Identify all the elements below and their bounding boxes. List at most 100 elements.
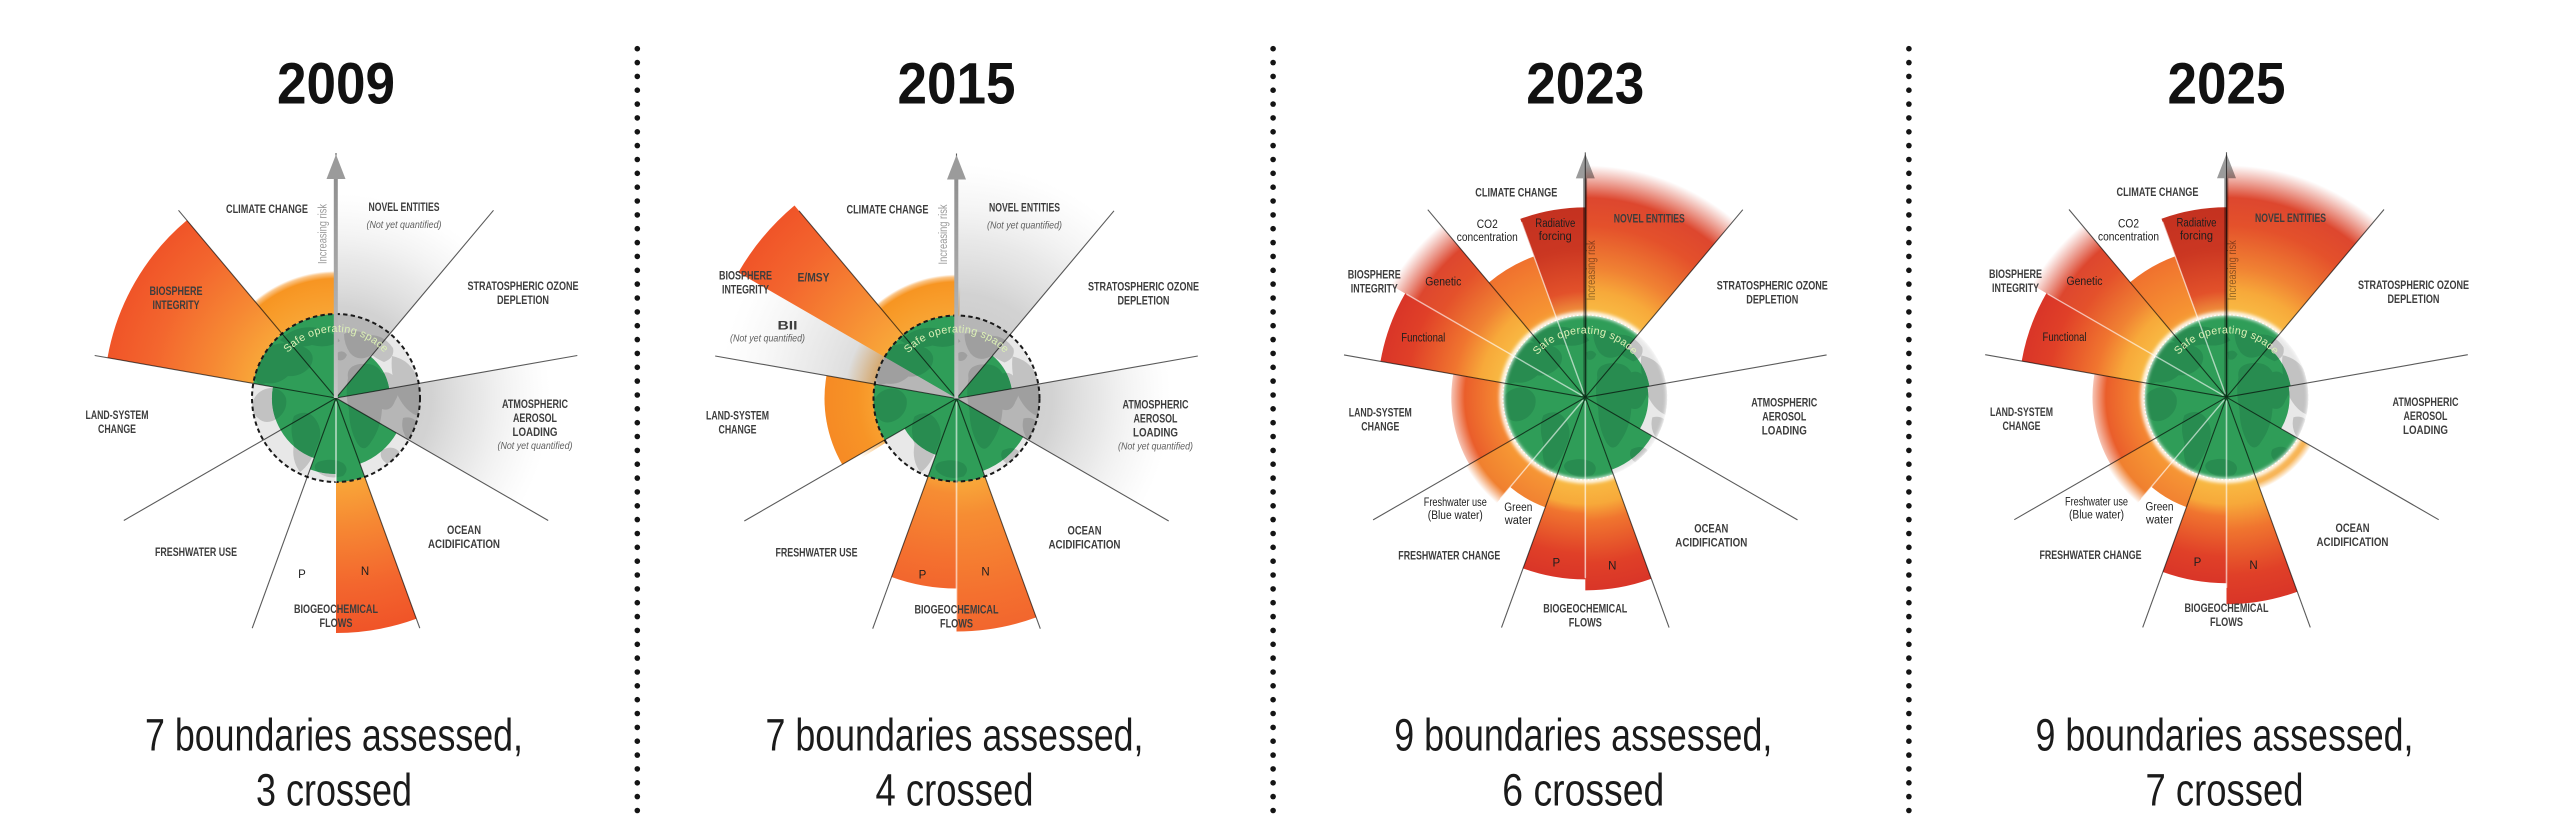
svg-text:CLIMATE CHANGE: CLIMATE CHANGE bbox=[847, 205, 929, 217]
svg-text:N: N bbox=[981, 567, 989, 579]
svg-text:Freshwater use: Freshwater use bbox=[2065, 497, 2128, 509]
svg-text:Increasing risk: Increasing risk bbox=[318, 204, 330, 264]
svg-text:P: P bbox=[919, 570, 927, 582]
svg-text:INTEGRITY: INTEGRITY bbox=[153, 300, 200, 312]
svg-text:CHANGE: CHANGE bbox=[2003, 421, 2041, 433]
svg-text:2023: 2023 bbox=[1526, 52, 1644, 117]
svg-text:forcing: forcing bbox=[1539, 231, 1572, 243]
svg-text:E/MSY: E/MSY bbox=[798, 273, 830, 285]
svg-text:(Blue water): (Blue water) bbox=[1428, 510, 1483, 522]
svg-text:BIOGEOCHEMICAL: BIOGEOCHEMICAL bbox=[1543, 603, 1627, 615]
svg-text:Genetic: Genetic bbox=[2067, 276, 2103, 288]
svg-text:Functional: Functional bbox=[2043, 332, 2087, 344]
svg-text:LOADING: LOADING bbox=[1762, 425, 1807, 437]
svg-text:2015: 2015 bbox=[898, 52, 1016, 117]
svg-text:ACIDIFICATION: ACIDIFICATION bbox=[428, 539, 500, 551]
svg-text:7 boundaries assessed,: 7 boundaries assessed, bbox=[766, 710, 1144, 761]
svg-text:LAND-SYSTEM: LAND-SYSTEM bbox=[1349, 407, 1412, 419]
svg-text:7 boundaries assessed,: 7 boundaries assessed, bbox=[145, 710, 523, 761]
svg-text:ACIDIFICATION: ACIDIFICATION bbox=[1675, 537, 1747, 549]
svg-text:Freshwater use: Freshwater use bbox=[1424, 497, 1487, 509]
svg-text:P: P bbox=[2194, 557, 2202, 569]
svg-text:CO2: CO2 bbox=[1477, 219, 1498, 231]
svg-text:ATMOSPHERIC: ATMOSPHERIC bbox=[502, 399, 568, 411]
svg-text:STRATOSPHERIC OZONE: STRATOSPHERIC OZONE bbox=[468, 281, 579, 293]
svg-text:water: water bbox=[2145, 515, 2173, 527]
svg-text:OCEAN: OCEAN bbox=[1068, 526, 1102, 538]
svg-text:ACIDIFICATION: ACIDIFICATION bbox=[2317, 537, 2389, 549]
svg-text:LOADING: LOADING bbox=[2403, 425, 2448, 437]
svg-text:P: P bbox=[298, 569, 306, 581]
svg-text:concentration: concentration bbox=[1457, 232, 1518, 244]
svg-text:FLOWS: FLOWS bbox=[2210, 617, 2243, 629]
svg-text:FRESHWATER CHANGE: FRESHWATER CHANGE bbox=[2040, 550, 2142, 562]
svg-text:2009: 2009 bbox=[277, 52, 395, 117]
svg-text:Genetic: Genetic bbox=[1425, 276, 1461, 288]
svg-text:FLOWS: FLOWS bbox=[1569, 617, 1602, 629]
svg-text:FRESHWATER USE: FRESHWATER USE bbox=[776, 548, 858, 560]
svg-text:3 crossed: 3 crossed bbox=[256, 765, 412, 816]
svg-text:CLIMATE CHANGE: CLIMATE CHANGE bbox=[1475, 187, 1557, 199]
svg-text:(Not yet quantified): (Not yet quantified) bbox=[1118, 441, 1193, 453]
svg-text:AEROSOL: AEROSOL bbox=[513, 413, 557, 425]
svg-text:4 crossed: 4 crossed bbox=[876, 765, 1034, 816]
svg-text:ATMOSPHERIC: ATMOSPHERIC bbox=[2393, 397, 2459, 409]
svg-text:(Not yet quantified): (Not yet quantified) bbox=[730, 333, 805, 345]
svg-text:OCEAN: OCEAN bbox=[2336, 523, 2370, 535]
svg-text:7 crossed: 7 crossed bbox=[2146, 765, 2304, 816]
svg-text:concentration: concentration bbox=[2098, 232, 2159, 244]
svg-text:AEROSOL: AEROSOL bbox=[1762, 411, 1806, 423]
svg-text:Increasing risk: Increasing risk bbox=[2227, 240, 2239, 300]
svg-text:BIOSPHERE: BIOSPHERE bbox=[1989, 269, 2042, 281]
svg-text:Radiative: Radiative bbox=[1535, 218, 1575, 230]
svg-text:INTEGRITY: INTEGRITY bbox=[1351, 283, 1398, 295]
svg-text:water: water bbox=[1504, 515, 1532, 527]
svg-text:FLOWS: FLOWS bbox=[940, 619, 973, 631]
svg-text:LAND-SYSTEM: LAND-SYSTEM bbox=[86, 410, 149, 422]
svg-text:(Not yet quantified): (Not yet quantified) bbox=[987, 220, 1062, 232]
svg-text:DEPLETION: DEPLETION bbox=[497, 295, 549, 307]
svg-text:CLIMATE CHANGE: CLIMATE CHANGE bbox=[226, 204, 308, 216]
svg-text:(Not yet quantified): (Not yet quantified) bbox=[498, 440, 573, 452]
svg-text:BIOSPHERE: BIOSPHERE bbox=[719, 271, 772, 283]
svg-text:CO2: CO2 bbox=[2118, 219, 2139, 231]
svg-text:Increasing risk: Increasing risk bbox=[938, 204, 950, 264]
svg-text:BIOSPHERE: BIOSPHERE bbox=[1348, 269, 1401, 281]
svg-text:CHANGE: CHANGE bbox=[719, 425, 757, 437]
svg-text:Radiative: Radiative bbox=[2177, 218, 2217, 230]
svg-text:NOVEL ENTITIES: NOVEL ENTITIES bbox=[369, 202, 440, 214]
svg-text:DEPLETION: DEPLETION bbox=[1118, 296, 1170, 308]
svg-text:NOVEL ENTITIES: NOVEL ENTITIES bbox=[989, 203, 1060, 215]
svg-text:N: N bbox=[1608, 560, 1616, 572]
svg-text:NOVEL ENTITIES: NOVEL ENTITIES bbox=[2255, 213, 2326, 225]
svg-text:LOADING: LOADING bbox=[1133, 428, 1178, 440]
svg-text:2025: 2025 bbox=[2168, 52, 2286, 117]
svg-text:BIOGEOCHEMICAL: BIOGEOCHEMICAL bbox=[2185, 603, 2269, 615]
svg-text:DEPLETION: DEPLETION bbox=[2388, 294, 2440, 306]
svg-text:Increasing risk: Increasing risk bbox=[1586, 240, 1598, 300]
svg-text:Functional: Functional bbox=[1401, 332, 1445, 344]
svg-text:AEROSOL: AEROSOL bbox=[1134, 414, 1178, 426]
svg-text:CLIMATE CHANGE: CLIMATE CHANGE bbox=[2117, 187, 2199, 199]
svg-text:FRESHWATER CHANGE: FRESHWATER CHANGE bbox=[1398, 550, 1500, 562]
svg-text:STRATOSPHERIC OZONE: STRATOSPHERIC OZONE bbox=[1717, 280, 1828, 292]
svg-text:6 crossed: 6 crossed bbox=[1502, 765, 1664, 816]
svg-text:ATMOSPHERIC: ATMOSPHERIC bbox=[1123, 400, 1189, 412]
svg-text:CHANGE: CHANGE bbox=[1361, 421, 1399, 433]
svg-text:NOVEL ENTITIES: NOVEL ENTITIES bbox=[1614, 213, 1685, 225]
svg-text:DEPLETION: DEPLETION bbox=[1746, 294, 1798, 306]
svg-text:N: N bbox=[361, 566, 369, 578]
svg-text:(Not yet quantified): (Not yet quantified) bbox=[367, 219, 442, 231]
svg-text:LAND-SYSTEM: LAND-SYSTEM bbox=[706, 411, 769, 423]
svg-text:LOADING: LOADING bbox=[513, 427, 558, 439]
svg-text:N: N bbox=[2249, 560, 2257, 572]
svg-text:INTEGRITY: INTEGRITY bbox=[1992, 283, 2039, 295]
svg-text:AEROSOL: AEROSOL bbox=[2404, 411, 2448, 423]
svg-text:9 boundaries assessed,: 9 boundaries assessed, bbox=[1394, 710, 1772, 761]
svg-text:Green: Green bbox=[2146, 502, 2174, 514]
svg-text:BII: BII bbox=[778, 321, 798, 333]
svg-text:STRATOSPHERIC OZONE: STRATOSPHERIC OZONE bbox=[2358, 280, 2469, 292]
svg-text:STRATOSPHERIC OZONE: STRATOSPHERIC OZONE bbox=[1088, 282, 1199, 294]
svg-text:OCEAN: OCEAN bbox=[447, 525, 481, 537]
svg-text:forcing: forcing bbox=[2180, 231, 2213, 243]
